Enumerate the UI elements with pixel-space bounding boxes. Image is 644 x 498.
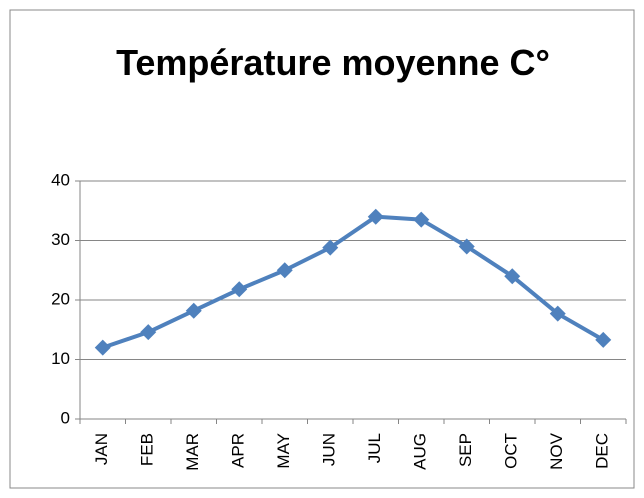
- x-tick-label: MAY: [274, 433, 293, 469]
- x-tick-label: JUN: [320, 433, 339, 466]
- y-tick-label: 30: [51, 230, 70, 249]
- data-point: [549, 305, 566, 322]
- data-point: [140, 324, 157, 341]
- x-tick-label: JUL: [365, 433, 384, 463]
- x-tick-label: DEC: [593, 433, 612, 469]
- chart-border: [9, 9, 635, 489]
- data-point: [276, 262, 293, 279]
- data-point: [94, 339, 111, 356]
- x-tick-label: APR: [229, 433, 248, 468]
- x-tick-label: NOV: [547, 432, 566, 470]
- x-tick-label: FEB: [138, 433, 157, 466]
- x-tick-label: OCT: [502, 433, 521, 469]
- data-point: [367, 208, 384, 225]
- x-tick-label: JAN: [92, 433, 111, 465]
- series-line: [102, 214, 605, 350]
- data-point: [595, 331, 612, 348]
- x-tick-label: MAR: [183, 433, 202, 471]
- data-point: [231, 281, 248, 298]
- chart-title: Température moyenne C°: [116, 42, 550, 83]
- y-tick-label: 10: [51, 349, 70, 368]
- data-point: [458, 238, 475, 255]
- data-point: [413, 211, 430, 228]
- y-tick-label: 20: [51, 289, 70, 308]
- data-point: [185, 302, 202, 319]
- data-point: [322, 239, 339, 256]
- x-tick-label: AUG: [411, 433, 430, 470]
- y-tick-label: 0: [61, 408, 70, 427]
- x-tick-label: SEP: [456, 433, 475, 467]
- y-tick-label: 40: [51, 170, 70, 189]
- data-point: [504, 268, 521, 285]
